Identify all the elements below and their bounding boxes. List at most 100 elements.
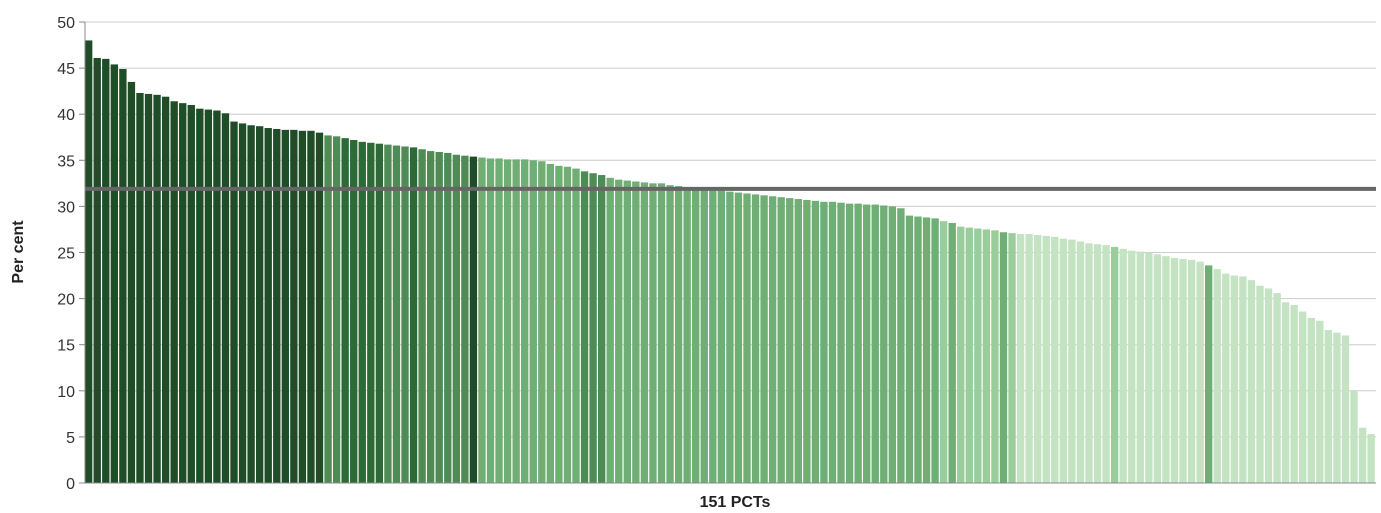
bar bbox=[743, 193, 751, 484]
bar bbox=[623, 180, 631, 483]
bar bbox=[717, 190, 726, 484]
bar bbox=[615, 179, 623, 483]
bar bbox=[153, 94, 161, 483]
bar bbox=[837, 202, 845, 483]
bar bbox=[324, 135, 332, 483]
bar bbox=[597, 175, 606, 484]
bar bbox=[1042, 235, 1050, 483]
bar bbox=[179, 103, 187, 483]
bar bbox=[161, 96, 170, 484]
bar bbox=[486, 158, 495, 483]
y-tick-label: 30 bbox=[57, 199, 75, 216]
bar bbox=[572, 168, 580, 483]
bar bbox=[683, 187, 691, 484]
bar bbox=[170, 101, 178, 483]
bar bbox=[221, 113, 230, 483]
bar bbox=[1059, 238, 1068, 483]
bar bbox=[1093, 244, 1102, 483]
bar bbox=[315, 132, 324, 483]
bar bbox=[845, 203, 854, 483]
bar bbox=[888, 206, 897, 483]
bar bbox=[1290, 305, 1298, 483]
bar bbox=[110, 64, 118, 483]
bar bbox=[1247, 280, 1256, 483]
bar bbox=[700, 188, 708, 483]
bar bbox=[768, 196, 777, 483]
bar bbox=[1068, 239, 1076, 483]
bar bbox=[580, 171, 589, 484]
bar bbox=[803, 199, 811, 483]
bar bbox=[281, 129, 289, 483]
bar bbox=[358, 141, 366, 484]
y-tick-label: 50 bbox=[57, 15, 75, 32]
bar bbox=[247, 125, 255, 483]
bar bbox=[230, 121, 238, 483]
bar bbox=[726, 191, 734, 483]
bar bbox=[674, 186, 683, 483]
y-tick-label: 20 bbox=[57, 292, 75, 309]
bar bbox=[982, 229, 991, 483]
bar bbox=[1273, 293, 1281, 483]
bar bbox=[1239, 276, 1247, 483]
bar bbox=[418, 149, 426, 484]
bar bbox=[1205, 265, 1213, 483]
bar bbox=[196, 108, 204, 484]
bar bbox=[1076, 241, 1085, 483]
bar bbox=[1187, 259, 1196, 483]
bar bbox=[1016, 234, 1025, 483]
bar bbox=[1341, 335, 1350, 483]
bar bbox=[273, 128, 281, 483]
bar bbox=[632, 181, 640, 483]
bar bbox=[469, 156, 478, 484]
bar bbox=[1179, 258, 1187, 483]
bar bbox=[238, 123, 247, 484]
bar bbox=[1128, 250, 1136, 483]
bar bbox=[1085, 243, 1093, 483]
bar bbox=[85, 40, 93, 483]
bar bbox=[1008, 233, 1016, 483]
y-tick-label: 5 bbox=[66, 430, 75, 447]
bar bbox=[367, 142, 375, 483]
bar bbox=[555, 165, 563, 483]
bar bbox=[136, 92, 144, 484]
bar bbox=[777, 197, 785, 483]
bar bbox=[905, 215, 914, 483]
bar bbox=[298, 130, 307, 484]
bar bbox=[606, 177, 614, 483]
y-axis-title: Per cent bbox=[10, 220, 27, 284]
bar bbox=[529, 160, 537, 484]
bar bbox=[999, 232, 1008, 483]
bar bbox=[939, 221, 948, 483]
bar bbox=[213, 110, 221, 483]
bar bbox=[452, 154, 460, 483]
bar bbox=[307, 130, 315, 484]
bar bbox=[392, 145, 401, 484]
bar bbox=[341, 138, 349, 484]
bar bbox=[1358, 427, 1367, 483]
bar bbox=[751, 194, 760, 483]
bar bbox=[503, 159, 512, 483]
bar bbox=[991, 230, 999, 483]
y-tick-label: 15 bbox=[57, 338, 75, 355]
bar bbox=[290, 129, 298, 483]
bar bbox=[649, 183, 657, 483]
bar bbox=[794, 199, 802, 483]
bar bbox=[1316, 320, 1324, 483]
bar bbox=[871, 204, 879, 483]
bar bbox=[692, 187, 700, 483]
bar bbox=[948, 223, 956, 483]
bar bbox=[495, 158, 503, 483]
bar bbox=[512, 159, 520, 483]
bar bbox=[409, 147, 418, 483]
bar bbox=[589, 173, 597, 483]
y-tick-label: 45 bbox=[57, 61, 75, 78]
bar bbox=[546, 163, 555, 484]
bar bbox=[264, 128, 272, 483]
bar bbox=[1034, 234, 1042, 483]
bar bbox=[1162, 256, 1170, 483]
bar bbox=[127, 81, 136, 484]
bar bbox=[1230, 275, 1239, 483]
bar bbox=[965, 227, 973, 483]
bar bbox=[1025, 234, 1033, 483]
bar bbox=[1145, 252, 1153, 483]
